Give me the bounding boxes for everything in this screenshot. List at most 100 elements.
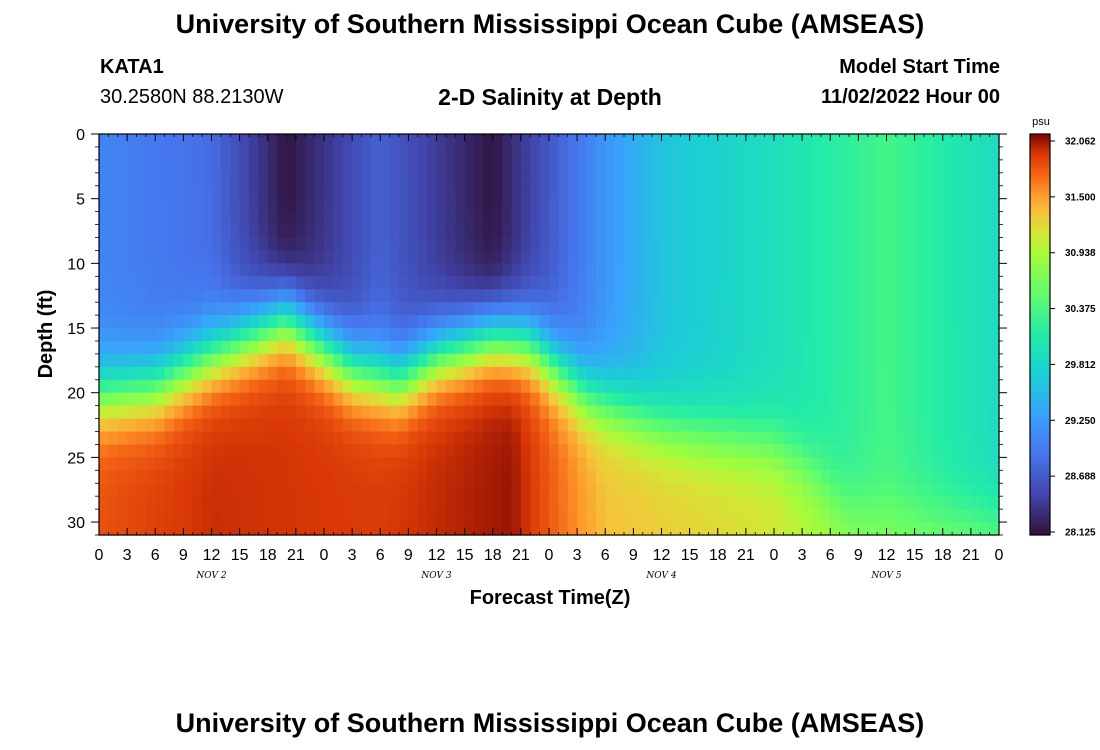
heatmap-cell [399, 198, 409, 213]
heatmap-cell [155, 328, 166, 342]
heatmap-cell [680, 172, 691, 187]
heatmap-cell [661, 211, 672, 226]
heatmap-cell [502, 392, 513, 407]
heatmap-cell [708, 353, 719, 368]
heatmap-cell [652, 198, 663, 213]
heatmap-cell [399, 134, 409, 148]
heatmap-cell [267, 263, 278, 277]
heatmap-cell [745, 134, 756, 148]
heatmap-cell [192, 224, 203, 239]
heatmap-cell [774, 250, 784, 264]
heatmap-cell [389, 250, 400, 264]
heatmap-cell [792, 263, 803, 277]
heatmap-cell [642, 457, 653, 471]
heatmap-cell [239, 509, 250, 523]
heatmap-cell [267, 328, 278, 342]
heatmap-cell [464, 263, 475, 277]
heatmap-cell [389, 289, 400, 303]
heatmap-cell [539, 444, 550, 458]
heatmap-cell [267, 366, 278, 381]
heatmap-cell [867, 340, 878, 355]
heatmap-cell [849, 340, 859, 355]
heatmap-cell [558, 522, 569, 536]
heatmap-cell [839, 211, 850, 226]
heatmap-cell [277, 431, 288, 446]
heatmap-cell [267, 185, 278, 200]
heatmap-cell [670, 522, 681, 536]
heatmap-cell [849, 302, 859, 316]
heatmap-cell [736, 366, 747, 381]
heatmap-cell [183, 522, 194, 536]
heatmap-cell [624, 457, 634, 471]
heatmap-cell [755, 250, 766, 264]
heatmap-cell [333, 198, 344, 213]
heatmap-cell [380, 392, 391, 407]
heatmap-cell [277, 483, 288, 497]
heatmap-cell [370, 172, 381, 187]
heatmap-cell [708, 418, 719, 433]
heatmap-cell [633, 134, 644, 148]
heatmap-cell [680, 470, 691, 484]
heatmap-cell [877, 483, 888, 497]
heatmap-cell [595, 172, 606, 187]
heatmap-cell [980, 483, 991, 497]
heatmap-cell [933, 405, 944, 420]
heatmap-cell [117, 289, 128, 303]
heatmap-cell [680, 340, 691, 355]
heatmap-cell [558, 353, 569, 368]
heatmap-cell [933, 224, 944, 239]
heatmap-cell [136, 340, 147, 355]
heatmap-cell [530, 431, 541, 446]
heatmap-cell [914, 315, 925, 329]
heatmap-cell [633, 250, 644, 264]
heatmap-cell [952, 340, 963, 355]
heatmap-cell [670, 340, 681, 355]
heatmap-cell [211, 211, 222, 226]
heatmap-cell [511, 211, 522, 226]
heatmap-cell [670, 483, 681, 497]
heatmap-cell [370, 444, 381, 458]
heatmap-cell [642, 328, 653, 342]
heatmap-cell [577, 418, 588, 433]
heatmap-cell [239, 328, 250, 342]
heatmap-cell [961, 302, 972, 316]
heatmap-cell [567, 444, 578, 458]
heatmap-cell [314, 211, 325, 226]
heatmap-cell [258, 353, 269, 368]
x-tick-label: 15 [906, 547, 924, 564]
heatmap-cell [464, 483, 475, 497]
heatmap-cell [445, 263, 456, 277]
heatmap-cell [258, 444, 269, 458]
heatmap-cell [689, 457, 700, 471]
heatmap-cell [577, 146, 588, 161]
heatmap-cell [745, 444, 756, 458]
heatmap-cell [736, 509, 747, 523]
heatmap-cell [239, 392, 250, 407]
heatmap-cell [108, 328, 119, 342]
heatmap-cell [577, 470, 588, 484]
heatmap-cell [324, 392, 334, 407]
heatmap-cell [942, 159, 953, 174]
heatmap-cell [249, 509, 259, 523]
heatmap-cell [633, 431, 644, 446]
x-tick-label: 3 [348, 547, 357, 564]
heatmap-cell [699, 211, 709, 226]
heatmap-cell [220, 276, 231, 290]
heatmap-cell [399, 263, 409, 277]
heatmap-cell [867, 392, 878, 407]
heatmap-cell [924, 470, 934, 484]
heatmap-cell [220, 198, 231, 213]
heatmap-cell [249, 444, 259, 458]
heatmap-cell [324, 302, 334, 316]
heatmap-cell [520, 302, 531, 316]
heatmap-cell [586, 172, 597, 187]
heatmap-cell [314, 276, 325, 290]
heatmap-cell [670, 250, 681, 264]
heatmap-cell [755, 211, 766, 226]
heatmap-cell [867, 379, 878, 394]
heatmap-cell [989, 418, 1000, 433]
heatmap-cell [905, 134, 916, 148]
heatmap-cell [352, 470, 363, 484]
date-label: NOV 5 [870, 571, 901, 581]
heatmap-cell [727, 483, 738, 497]
